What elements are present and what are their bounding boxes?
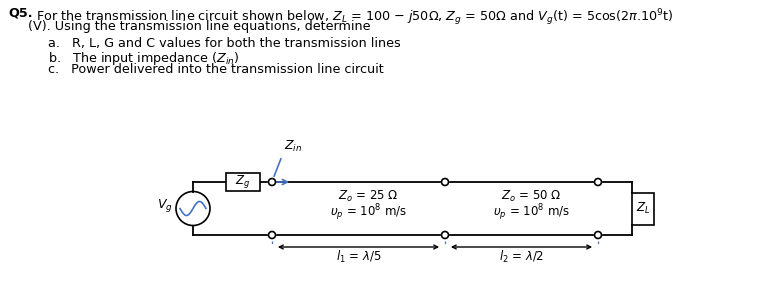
Text: $Z_g$: $Z_g$ [235, 173, 250, 191]
Text: (V). Using the transmission line equations, determine: (V). Using the transmission line equatio… [28, 20, 371, 33]
Text: $Z_L$: $Z_L$ [636, 201, 650, 216]
Text: $V_g$: $V_g$ [157, 197, 173, 214]
Text: Q5.: Q5. [8, 7, 32, 20]
Text: $\upsilon_p$ = 10$^8$ m/s: $\upsilon_p$ = 10$^8$ m/s [330, 202, 407, 223]
Circle shape [594, 231, 601, 238]
Circle shape [441, 231, 449, 238]
Text: $Z_o$ = 25 $\Omega$: $Z_o$ = 25 $\Omega$ [339, 189, 398, 204]
Text: $Z_{in}$: $Z_{in}$ [284, 139, 303, 154]
Text: $l_2$ = $\lambda$/2: $l_2$ = $\lambda$/2 [499, 249, 544, 265]
Text: $l_1$ = $\lambda$/5: $l_1$ = $\lambda$/5 [336, 249, 381, 265]
FancyBboxPatch shape [632, 193, 654, 224]
Circle shape [594, 179, 601, 186]
Text: a.   R, L, G and C values for both the transmission lines: a. R, L, G and C values for both the tra… [48, 37, 401, 50]
Text: $Z_o$ = 50 $\Omega$: $Z_o$ = 50 $\Omega$ [501, 189, 561, 204]
FancyBboxPatch shape [226, 173, 260, 191]
Text: $\upsilon_p$ = 10$^8$ m/s: $\upsilon_p$ = 10$^8$ m/s [493, 202, 570, 223]
Circle shape [441, 179, 449, 186]
Text: b.   The input impedance ($Z_{in}$): b. The input impedance ($Z_{in}$) [48, 50, 240, 67]
Text: For the transmission line circuit shown below, $Z_L$ = 100 $-$ $j$50$\Omega$, $Z: For the transmission line circuit shown … [36, 7, 673, 28]
Circle shape [269, 231, 276, 238]
Circle shape [269, 179, 276, 186]
Text: c.   Power delivered into the transmission line circuit: c. Power delivered into the transmission… [48, 63, 384, 76]
